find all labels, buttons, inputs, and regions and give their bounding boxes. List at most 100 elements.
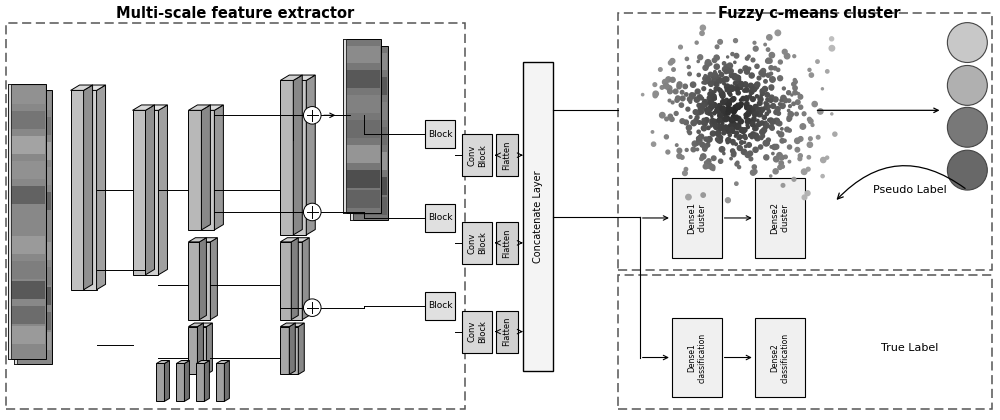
Point [747,125,763,132]
Point [725,114,741,121]
Point [739,118,755,125]
Point [728,104,744,110]
Point [699,63,715,70]
Point [707,118,723,125]
Point [769,117,785,124]
Point [662,113,678,120]
Point [736,149,752,155]
Point [778,154,794,160]
Point [698,163,714,170]
Bar [9,136,45,154]
Point [739,104,755,110]
Point [731,134,747,141]
Point [750,117,766,124]
Point [686,120,702,126]
Point [679,55,695,62]
Point [807,101,823,108]
Point [756,114,772,121]
Point [724,126,740,133]
Polygon shape [197,323,212,327]
Point [665,76,681,83]
Point [770,120,786,126]
Point [709,54,725,60]
Point [695,102,711,109]
Point [764,52,780,58]
Point [730,159,746,166]
Point [736,87,752,94]
Point [747,168,763,175]
Point [803,118,819,125]
Point [696,124,712,131]
Point [718,68,734,75]
Polygon shape [97,85,106,290]
Point [701,158,717,164]
Bar [9,236,45,254]
Point [705,93,721,100]
Point [706,110,722,116]
Point [706,75,722,81]
Point [754,107,770,113]
Point [759,140,775,147]
Bar [9,306,45,324]
Point [711,77,727,84]
Point [723,107,739,114]
Point [726,151,742,158]
Point [777,137,793,144]
Point [702,95,718,102]
Point [763,144,779,150]
Point [710,137,726,144]
Bar [9,87,45,104]
Point [744,86,760,92]
Point [786,176,802,183]
Point [695,119,711,126]
Point [745,131,761,138]
Point [712,137,728,144]
Point [727,114,743,121]
Point [703,99,719,106]
Point [763,70,779,77]
Polygon shape [188,323,203,327]
Point [722,131,738,138]
Point [760,96,776,103]
Point [708,54,724,60]
Point [790,99,806,105]
Text: Block: Block [428,301,452,310]
Point [712,68,728,75]
Point [709,107,725,114]
Point [696,117,712,123]
Polygon shape [216,363,224,402]
Point [739,95,755,102]
Point [654,84,670,91]
Bar [425,120,455,148]
Point [754,120,770,126]
Point [682,129,698,136]
Point [718,124,734,131]
Polygon shape [196,360,209,363]
Point [729,101,745,108]
Point [748,147,764,153]
Point [720,54,736,60]
Point [725,147,741,154]
Bar [344,45,380,63]
Point [783,111,799,118]
Bar [9,111,45,129]
Point [704,96,720,102]
Point [705,166,721,173]
Point [708,123,724,129]
Point [713,78,729,85]
Point [733,81,749,87]
Point [758,119,774,126]
Point [803,72,819,79]
Point [758,140,774,147]
Point [691,139,707,146]
Point [688,117,704,123]
Point [737,126,753,133]
Point [708,79,724,85]
Bar [344,120,380,138]
Circle shape [303,203,321,221]
Point [707,71,723,78]
Point [708,85,724,92]
Point [696,125,712,131]
Point [789,110,805,117]
Point [773,97,789,104]
